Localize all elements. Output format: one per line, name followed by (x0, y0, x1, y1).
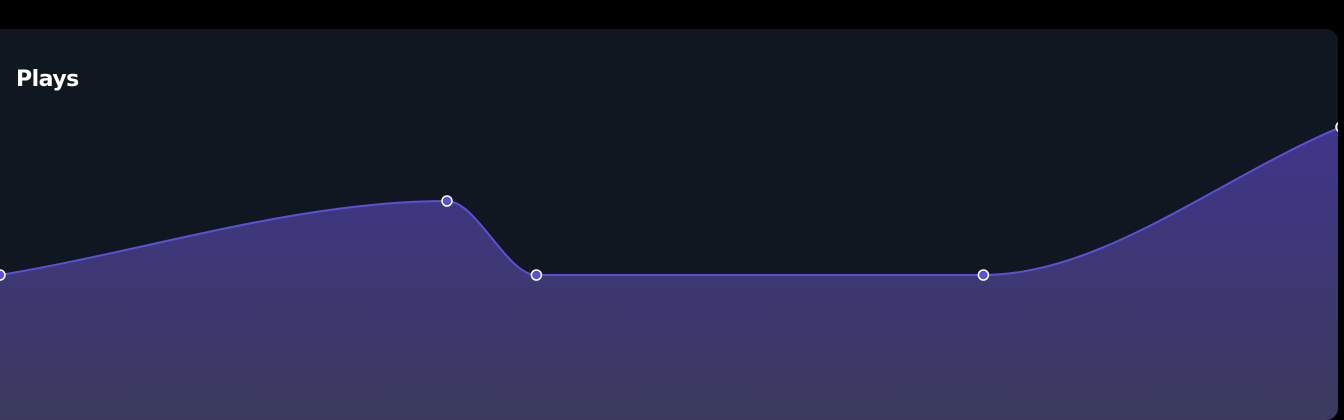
point (0, 269, 6, 281)
chart-title: Plays (16, 67, 79, 92)
point (977, 269, 990, 281)
point (530, 269, 543, 281)
chart: 02 Oct03 Oct04 Oct05 Oct06 Oct07 Oct08 O… (0, 122, 1338, 420)
point (1335, 122, 1338, 132)
chart-card: Plays 02 Oct03 Oct04 Oct05 Oct06 Oct07 O… (0, 29, 1338, 420)
point (441, 195, 453, 207)
line (0, 127, 1338, 276)
area (0, 128, 1338, 420)
